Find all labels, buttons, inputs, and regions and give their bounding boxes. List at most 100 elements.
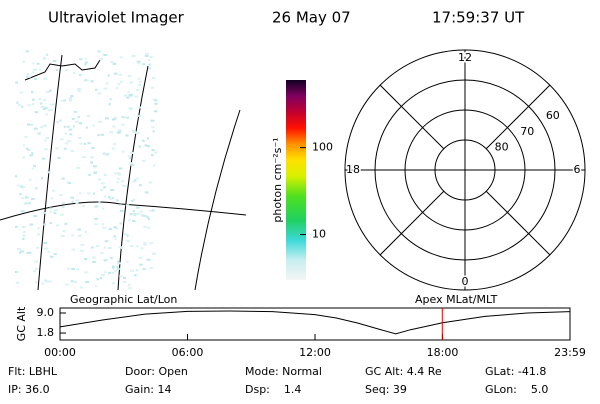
speckle [50,197,54,200]
speckle [113,235,117,238]
speckle [132,180,137,183]
speckle [92,165,97,168]
speckle [139,184,142,187]
x-tick-label: 23:59 [554,346,586,359]
speckle [82,156,86,159]
speckle [103,246,106,249]
uv-image [0,50,246,290]
speckle [60,138,64,141]
speckle [103,186,107,189]
speckle [118,246,123,249]
speckle [91,256,96,259]
speckle [26,252,30,255]
speckle [43,241,48,244]
mlt-spoke [379,84,445,150]
speckle [100,133,105,136]
speckle [101,223,104,226]
speckle [94,217,98,220]
speckle [22,231,26,234]
speckle [117,177,120,180]
speckle [122,184,127,187]
speckle [22,144,25,147]
speckle [53,253,57,256]
speckle [32,71,35,74]
speckle [108,103,111,106]
mlt-spoke [485,84,551,150]
speckle [33,215,38,218]
speckle [111,271,114,274]
speckle [126,240,130,243]
speckle [122,280,127,283]
speckle [49,89,52,92]
speckle [84,57,87,60]
speckle [142,268,146,271]
speckle [148,67,151,70]
speckle [31,198,35,201]
speckle [120,180,125,183]
speckle [146,137,149,140]
speckle [63,125,66,128]
speckle [136,212,140,215]
speckle [22,238,25,241]
speckle [59,194,63,197]
speckle [132,130,137,133]
speckle [43,107,48,110]
speckle [147,217,150,220]
speckle [120,80,123,83]
speckle [43,99,47,102]
speckle [130,151,134,154]
speckle [125,134,129,137]
info-field: GC Alt: 4.4 Re [365,365,442,378]
speckle [135,269,139,272]
speckle [127,75,132,78]
speckle [120,56,123,59]
mlt-label: 12 [458,51,472,64]
meridian [117,65,149,290]
speckle [45,137,50,140]
date: 26 May 07 [272,9,351,27]
speckle [104,271,107,274]
speckle [65,283,69,286]
speckle [98,120,103,123]
speckle [133,213,137,216]
speckle [112,62,117,65]
speckle [20,250,24,253]
speckle [87,114,91,117]
speckle [64,222,68,225]
speckle [118,73,123,76]
speckle [53,209,57,212]
speckle [94,205,99,208]
speckle [139,263,143,266]
speckle [103,195,106,198]
info-field: Flt: LBHL [8,365,58,378]
speckle [123,94,128,97]
speckle [78,192,82,195]
speckle [18,251,22,254]
speckle [41,157,45,160]
speckle [126,96,130,99]
speckle [70,95,74,98]
speckle [83,142,86,145]
speckle [40,102,43,105]
speckle [27,202,31,205]
speckle [152,98,156,101]
speckle [97,50,101,53]
info-field: Seq: 39 [365,383,407,396]
mlat-label: 70 [520,125,534,138]
speckle [71,118,75,121]
speckle [64,142,69,145]
speckle [78,137,82,140]
speckle [134,179,137,182]
speckle [150,154,154,157]
colorbar-tick-label: 100 [312,141,333,154]
speckle [114,172,117,175]
speckle [103,87,108,90]
speckle [130,163,135,166]
speckle [97,92,102,95]
speckle [45,113,48,116]
speckle [138,256,143,259]
speckle [109,197,113,200]
speckle [84,271,88,274]
